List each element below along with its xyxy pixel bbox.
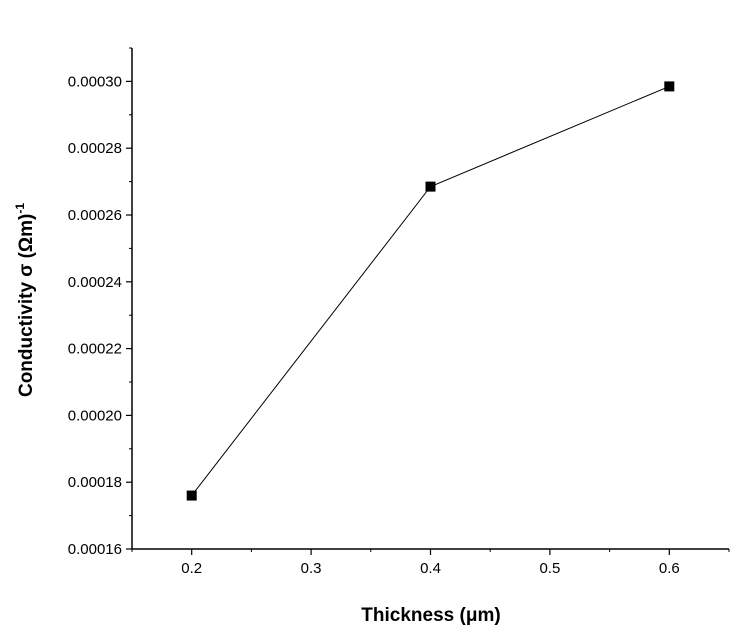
- x-tick-label: 0.5: [539, 560, 560, 577]
- y-tick-label: 0.00022: [68, 341, 122, 358]
- x-axis-label: Thickness (μm): [361, 605, 500, 626]
- series: [186, 81, 675, 501]
- ticks: 0.00016 0.00018 0.00020 0.00022 0.00024 0.000…: [68, 47, 730, 577]
- y-axis-label-superscript: -1: [13, 203, 27, 214]
- data-point: [664, 81, 675, 92]
- y-tick-label: 0.00020: [68, 407, 122, 424]
- y-tick-label: 0.00016: [68, 541, 122, 558]
- x-tick-label: 0.4: [420, 560, 441, 577]
- y-tick-label: 0.00018: [68, 474, 122, 491]
- x-tick-label: 0.3: [301, 560, 322, 577]
- y-tick-label: 0.00030: [68, 73, 122, 90]
- x-tick-label: 0.2: [181, 560, 202, 577]
- data-point: [425, 181, 436, 192]
- y-tick-label: 0.00024: [68, 274, 122, 291]
- x-tick-label: 0.6: [659, 560, 680, 577]
- y-axis-label: Conductivity σ (Ωm)-1: [13, 203, 37, 397]
- series-line: [191, 85, 670, 496]
- data-point: [186, 490, 197, 501]
- axes: [131, 48, 729, 550]
- y-axis-label-main: Conductivity σ (Ωm): [16, 214, 37, 397]
- y-tick-label: 0.00026: [68, 207, 122, 224]
- y-tick-label: 0.00028: [68, 140, 122, 157]
